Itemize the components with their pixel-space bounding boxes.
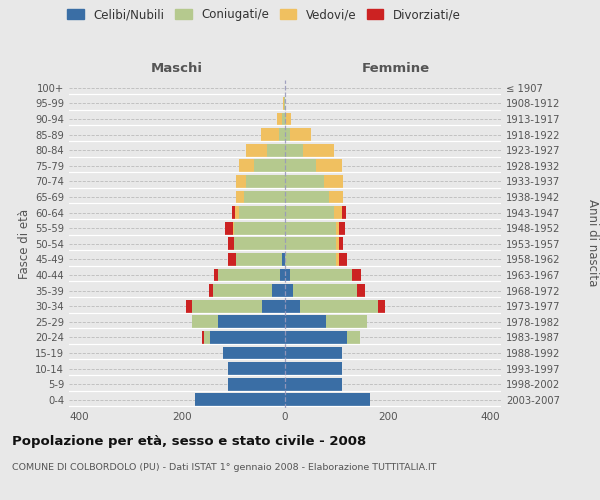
Bar — [339, 253, 347, 266]
Bar — [285, 222, 337, 234]
Bar — [213, 284, 272, 297]
Bar — [195, 394, 285, 406]
Bar — [341, 206, 346, 219]
Bar — [229, 378, 285, 390]
Bar — [285, 284, 293, 297]
Bar — [285, 112, 286, 126]
Bar — [323, 175, 343, 188]
Bar — [239, 160, 254, 172]
Bar — [233, 238, 285, 250]
Bar — [244, 190, 285, 203]
Text: Femmine: Femmine — [362, 62, 430, 74]
Bar — [236, 253, 283, 266]
Bar — [204, 331, 211, 344]
Bar — [209, 284, 213, 297]
Bar — [280, 268, 285, 281]
Bar — [283, 253, 285, 266]
Text: Popolazione per età, sesso e stato civile - 2008: Popolazione per età, sesso e stato civil… — [12, 435, 366, 448]
Text: Maschi: Maschi — [151, 62, 203, 74]
Bar — [290, 268, 352, 281]
Bar — [293, 284, 357, 297]
Bar — [357, 284, 365, 297]
Bar — [232, 206, 235, 219]
Bar — [285, 268, 290, 281]
Bar — [186, 300, 193, 312]
Bar — [262, 300, 285, 312]
Bar — [337, 222, 339, 234]
Bar — [193, 316, 218, 328]
Bar — [261, 128, 279, 141]
Bar — [267, 144, 285, 156]
Bar — [233, 222, 285, 234]
Bar — [229, 362, 285, 375]
Bar — [329, 190, 343, 203]
Bar — [285, 128, 290, 141]
Bar — [326, 316, 367, 328]
Bar — [229, 253, 236, 266]
Bar — [283, 112, 285, 126]
Bar — [193, 300, 262, 312]
Bar — [254, 160, 285, 172]
Bar — [352, 268, 361, 281]
Bar — [285, 238, 337, 250]
Bar — [301, 300, 377, 312]
Bar — [272, 284, 285, 297]
Y-axis label: Fasce di età: Fasce di età — [18, 208, 31, 279]
Bar — [214, 268, 218, 281]
Text: Anni di nascita: Anni di nascita — [586, 199, 599, 286]
Bar — [285, 316, 326, 328]
Bar — [285, 253, 337, 266]
Bar — [223, 346, 285, 360]
Bar — [285, 362, 341, 375]
Bar — [285, 144, 303, 156]
Bar — [277, 112, 283, 126]
Bar — [285, 346, 341, 360]
Bar — [339, 222, 345, 234]
Bar — [285, 206, 334, 219]
Bar — [339, 238, 343, 250]
Bar — [337, 238, 339, 250]
Bar — [337, 253, 339, 266]
Bar — [285, 331, 347, 344]
Bar — [247, 144, 267, 156]
Bar — [285, 175, 323, 188]
Bar — [202, 331, 204, 344]
Bar — [211, 331, 285, 344]
Bar — [279, 128, 285, 141]
Bar — [218, 316, 285, 328]
Bar — [334, 206, 341, 219]
Bar — [285, 378, 341, 390]
Bar — [218, 268, 280, 281]
Bar — [347, 331, 359, 344]
Bar — [247, 175, 285, 188]
Bar — [239, 206, 285, 219]
Bar — [290, 128, 311, 141]
Bar — [283, 97, 284, 110]
Bar — [236, 175, 247, 188]
Bar — [236, 190, 244, 203]
Bar — [284, 97, 285, 110]
Legend: Celibi/Nubili, Coniugati/e, Vedovi/e, Divorziati/e: Celibi/Nubili, Coniugati/e, Vedovi/e, Di… — [65, 6, 463, 24]
Bar — [225, 222, 233, 234]
Bar — [316, 160, 341, 172]
Bar — [235, 206, 239, 219]
Text: COMUNE DI COLBORDOLO (PU) - Dati ISTAT 1° gennaio 2008 - Elaborazione TUTTITALIA: COMUNE DI COLBORDOLO (PU) - Dati ISTAT 1… — [12, 462, 437, 471]
Bar — [285, 300, 301, 312]
Bar — [303, 144, 334, 156]
Bar — [229, 238, 233, 250]
Bar — [285, 190, 329, 203]
Bar — [285, 394, 370, 406]
Bar — [286, 112, 291, 126]
Bar — [285, 160, 316, 172]
Bar — [377, 300, 385, 312]
